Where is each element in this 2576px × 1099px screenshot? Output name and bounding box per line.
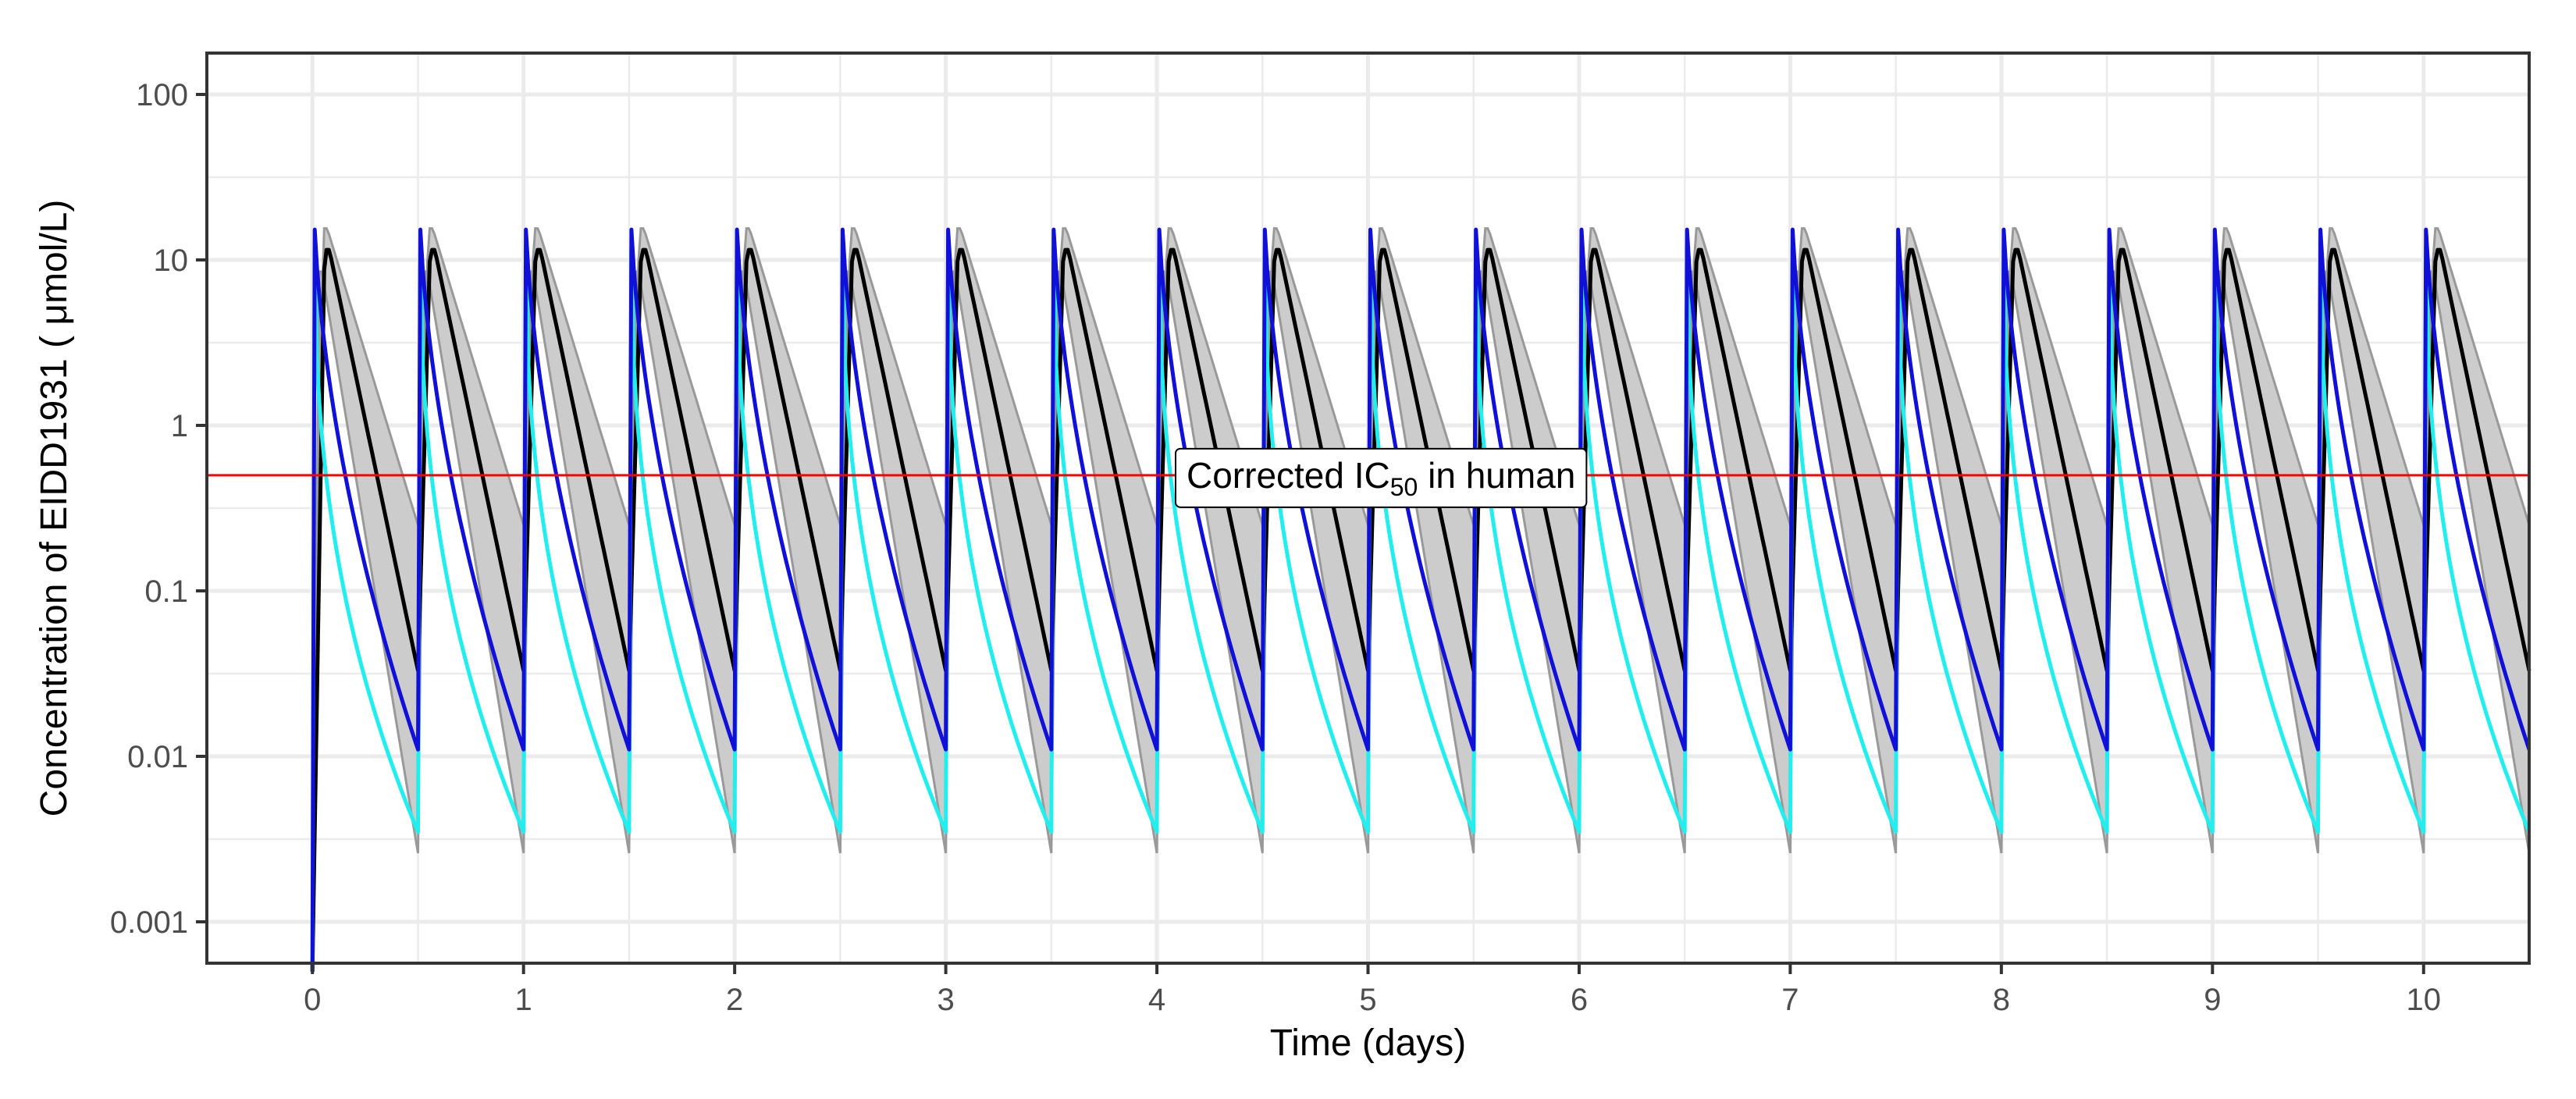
series-line-blue	[310, 227, 2532, 972]
y-axis-title: Concentration of EIDD1931 ( μmol/L)	[34, 200, 75, 817]
x-tick-label: 4	[1148, 983, 1165, 1017]
reference-annotation: Corrected IC50 in human	[1175, 447, 1588, 508]
x-axis-title: Time (days)	[1270, 1023, 1467, 1064]
x-tick-label: 6	[1571, 983, 1588, 1017]
x-tick-label: 0	[304, 983, 321, 1017]
band-upper-line	[311, 227, 2531, 972]
series-line-median	[310, 247, 2532, 972]
x-tick-label: 7	[1781, 983, 1799, 1017]
x-tick-label: 1	[515, 983, 532, 1017]
y-tick-label: 0.001	[110, 905, 188, 940]
annotation-suffix: in human	[1418, 455, 1575, 496]
x-tick-label: 9	[2204, 983, 2221, 1017]
confidence-band	[311, 227, 2531, 972]
y-tick-label: 0.1	[144, 574, 188, 609]
x-tick-label: 3	[937, 983, 954, 1017]
y-tick-label: 10	[154, 244, 189, 278]
y-tick-label: 1	[171, 409, 188, 443]
annotation-label: Corrected IC	[1187, 455, 1390, 496]
annotation-text: Corrected IC50 in human	[1187, 455, 1575, 501]
y-tick-label: 0.01	[127, 740, 188, 774]
x-tick-label: 10	[2407, 983, 2442, 1017]
series-line-cyan	[310, 244, 2532, 972]
y-tick-label: 100	[136, 78, 188, 112]
axes: 0 1 2 3 4 5 6 7 8 9 10 0.001 0.01 0.1 1 10 100	[110, 78, 2441, 1017]
x-tick-label: 8	[1993, 983, 2010, 1017]
band-fill	[312, 228, 2530, 972]
annotation-subscript: 50	[1390, 473, 1418, 501]
x-tick-label: 5	[1359, 983, 1376, 1017]
annotation-box	[1175, 447, 1588, 508]
series-lines	[310, 227, 2532, 972]
x-tick-label: 2	[726, 983, 743, 1017]
band-lower-line	[311, 270, 2531, 972]
